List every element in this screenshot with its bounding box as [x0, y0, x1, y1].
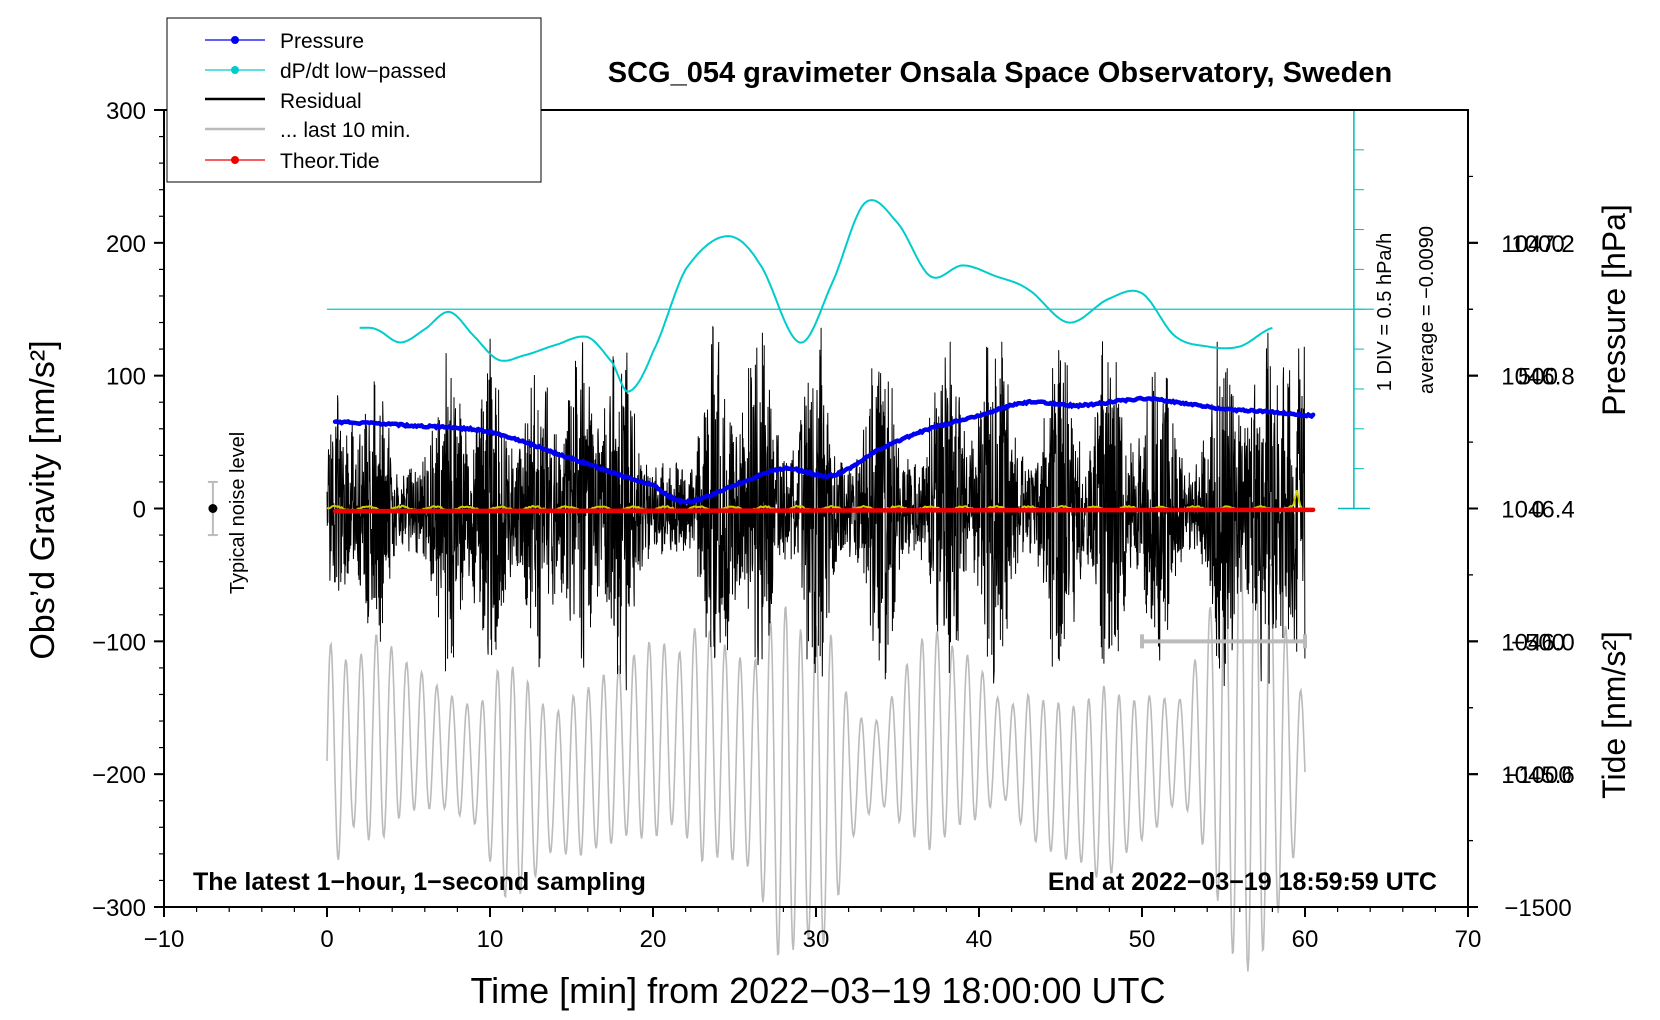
y-left-tick-label: 0	[133, 497, 146, 524]
legend-marker-tide	[231, 156, 239, 164]
legend-marker-dpdt	[231, 66, 239, 74]
x-axis-label: Time [min] from 2022−03−19 18:00:00 UTC	[470, 970, 1165, 1011]
dpdt-axis	[327, 109, 1374, 510]
tide-tick-label: 1000	[1511, 231, 1564, 258]
series-dpdt	[359, 199, 1273, 393]
pressure-tick-label: 1045.6	[1501, 762, 1574, 789]
x-tick-label: 40	[966, 926, 993, 953]
chart-title: SCG_054 gravimeter Onsala Space Observat…	[608, 57, 1392, 89]
legend-entry-pressure: Pressure	[205, 30, 364, 53]
y-left-tick-label: 300	[106, 98, 146, 125]
pressure-tick-label: 1046.4	[1501, 497, 1574, 524]
y-left-tick-label: −100	[92, 629, 146, 656]
y-axis-label-tide: Tide [nm/s²]	[1596, 631, 1632, 799]
tide-tick-label: −1500	[1504, 895, 1571, 922]
legend-label-residual: Residual	[280, 90, 362, 113]
y-left-tick-label: −300	[92, 895, 146, 922]
legend-label-pressure: Pressure	[280, 30, 364, 53]
y-left-tick-label: −200	[92, 762, 146, 789]
x-tick-label: −10	[144, 926, 185, 953]
legend-label-dpdt: dP/dt low−passed	[280, 60, 446, 83]
y-left-tick-label: 100	[106, 364, 146, 391]
pressure-tick-label: 1047.2	[1501, 231, 1574, 258]
annotation-noise-level: Typical noise level	[227, 432, 249, 594]
tide-tick-label: −500	[1511, 629, 1565, 656]
x-tick-label: 30	[803, 926, 830, 953]
x-tick-label: 20	[640, 926, 667, 953]
tide-tick-label: 0	[1531, 497, 1544, 524]
x-tick-label: 70	[1455, 926, 1482, 953]
pressure-tick-label: 1046.0	[1501, 629, 1574, 656]
series-pressure	[332, 395, 1316, 506]
annotation-dpdt-average: average = −0.0090	[1416, 226, 1438, 394]
legend-marker-pressure	[231, 36, 239, 44]
legend: Pressure dP/dt low−passed Residual ... l…	[166, 17, 542, 183]
legend-entry-residual: Residual	[205, 90, 362, 113]
annotation-dpdt-scale: 1 DIV = 0.5 hPa/h	[1374, 233, 1396, 391]
legend-label-tide: Theor.Tide	[280, 150, 380, 173]
legend-entry-dpdt: dP/dt low−passed	[205, 60, 446, 83]
y-axis-label-left: Obs’d Gravity [nm/s²]	[24, 340, 62, 659]
noise-bar-center	[208, 504, 218, 513]
axis-layer: −10 0 10 20 30 40 50 60 70−300−200−1000100200300…	[92, 98, 1575, 953]
x-tick-label: 10	[477, 926, 504, 953]
pressure-tick-label: 1046.8	[1501, 364, 1574, 391]
legend-entry-last10: ... last 10 min.	[205, 119, 411, 142]
tide-tick-label: −1000	[1504, 762, 1571, 789]
legend-entry-tide: Theor.Tide	[205, 150, 380, 173]
x-tick-label: 0	[320, 926, 333, 953]
x-tick-label: 50	[1129, 926, 1156, 953]
annotation-end-time: End at 2022−03−19 18:59:59 UTC	[1048, 868, 1437, 896]
y-axis-label-pressure: Pressure [hPa]	[1596, 204, 1632, 416]
x-tick-label: 60	[1292, 926, 1319, 953]
legend-label-last10: ... last 10 min.	[280, 119, 411, 142]
annotation-sampling: The latest 1−hour, 1−second sampling	[193, 868, 646, 896]
tide-tick-label: 500	[1518, 364, 1558, 391]
plot-layer	[207, 109, 1374, 972]
series-theor-tide	[332, 507, 1316, 514]
series-residual	[326, 325, 1306, 691]
y-left-tick-label: 200	[106, 231, 146, 258]
